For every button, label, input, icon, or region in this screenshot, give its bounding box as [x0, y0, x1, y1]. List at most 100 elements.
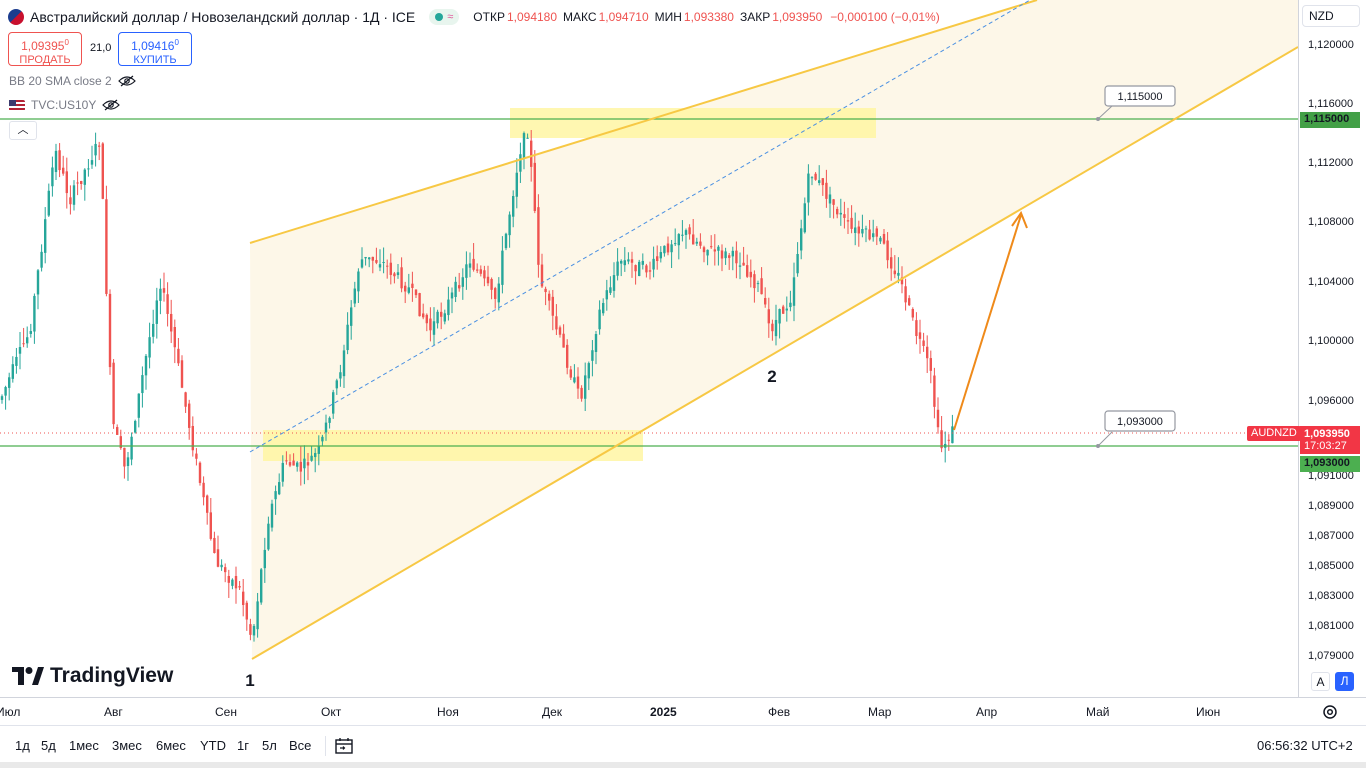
time-axis[interactable]: Июл Авг Сен Окт Ноя Дек 2025 Фев Мар Апр…	[0, 697, 1366, 725]
indicator-bb[interactable]: BB 20 SMA close 2	[9, 74, 136, 88]
range-5d-button[interactable]: 5д	[41, 738, 56, 753]
ohlc-values: ОТКР 1,094180 МАКС 1,094710 МИН 1,093380 ЗА…	[473, 10, 939, 24]
range-1d-button[interactable]: 1д	[15, 738, 30, 753]
candle-body	[317, 446, 320, 454]
time-tick: Ноя	[437, 705, 459, 719]
timezone-clock[interactable]: 06:56:32 UTC+2	[1257, 738, 1353, 753]
candle-body	[659, 252, 662, 259]
candle-body	[386, 265, 389, 267]
candle-body	[76, 182, 79, 184]
candle-body	[900, 277, 904, 285]
channel-lower-line	[251, 46, 1298, 660]
candle-body	[566, 344, 569, 368]
candle-body	[616, 261, 619, 276]
candle-body	[443, 313, 446, 322]
candle-body	[576, 376, 580, 389]
candle-body	[584, 375, 587, 399]
sell-label: ПРОДАТЬ	[19, 54, 71, 66]
tradingview-logo[interactable]: TradingView	[12, 664, 173, 688]
us-flag-icon	[9, 99, 25, 111]
candle-body	[918, 332, 922, 339]
time-tick: Апр	[976, 705, 998, 719]
candle-body	[666, 243, 670, 253]
candle-body	[522, 133, 526, 160]
range-ytd-button[interactable]: YTD	[200, 738, 226, 753]
range-6m-button[interactable]: 6мес	[156, 738, 186, 753]
ohlc-open: ОТКР 1,094180	[473, 10, 558, 24]
candle-body	[872, 233, 875, 238]
symbol-title[interactable]: Австралийский доллар / Новозеландский до…	[30, 9, 416, 25]
eye-hidden-icon[interactable]	[117, 75, 136, 87]
chart-canvas[interactable]: 1,115000 1,093000 1 2	[0, 0, 1298, 697]
candle-body	[728, 255, 731, 258]
candle-body	[476, 269, 479, 271]
candle-body	[868, 229, 871, 240]
candles-group	[0, 130, 954, 642]
candle-body	[393, 273, 396, 277]
candle-body	[591, 350, 594, 361]
candle-body	[191, 425, 194, 451]
range-1y-button[interactable]: 1г	[237, 738, 249, 753]
price-tick: 1,089000	[1308, 500, 1354, 512]
candle-body	[407, 287, 410, 293]
candle-body	[530, 140, 533, 167]
candle-body	[350, 307, 353, 326]
candle-body	[699, 241, 702, 246]
candle-body	[605, 290, 608, 300]
current-price-tag: 1,093950 17:03:27	[1300, 426, 1360, 454]
candle-body	[198, 462, 202, 483]
range-5y-button[interactable]: 5л	[262, 738, 277, 753]
candle-body	[80, 180, 83, 184]
candle-body	[580, 387, 583, 399]
candle-body	[299, 461, 302, 472]
buy-label: КУПИТЬ	[133, 54, 177, 66]
candle-body	[652, 258, 655, 270]
candle-body	[213, 537, 216, 554]
auto-scale-button[interactable]: A	[1311, 672, 1330, 691]
candle-body	[202, 482, 205, 498]
candle-body	[479, 269, 482, 274]
collapse-legend-button[interactable]: ︿	[9, 121, 37, 140]
forecast-arrow-head	[1011, 210, 1028, 229]
candle-body	[162, 288, 166, 293]
candle-body	[526, 137, 529, 139]
candle-body	[270, 503, 274, 528]
candle-body	[44, 219, 47, 253]
range-3m-button[interactable]: 3мес	[112, 738, 142, 753]
candle-body	[746, 265, 749, 277]
candle-body	[425, 314, 428, 324]
candle-body	[936, 409, 940, 428]
candle-body	[242, 591, 245, 606]
candle-body	[234, 575, 238, 589]
candle-body	[98, 145, 101, 147]
candle-body	[800, 228, 803, 251]
price-axis[interactable]: 1,120000 1,116000 1,112000 1,108000 1,10…	[1298, 0, 1366, 697]
candle-body	[364, 256, 367, 259]
candle-body	[144, 355, 148, 376]
market-status[interactable]: ≈	[429, 9, 460, 25]
candle-body	[587, 363, 590, 379]
candle-body	[51, 167, 54, 187]
log-scale-button[interactable]: Л	[1335, 672, 1354, 691]
sell-price: 1,093950	[21, 38, 69, 53]
indicator-us10y[interactable]: TVC:US10Y	[9, 98, 121, 112]
eye-hidden-icon[interactable]	[102, 99, 121, 111]
candle-body	[850, 217, 853, 229]
gear-icon[interactable]	[1321, 703, 1339, 721]
range-all-button[interactable]: Все	[289, 738, 312, 753]
candle-body	[548, 293, 551, 301]
candle-body	[627, 259, 630, 262]
candle-body	[65, 171, 68, 194]
sell-button[interactable]: 1,093950 ПРОДАТЬ	[8, 32, 82, 66]
candle-body	[108, 293, 112, 368]
currency-selector[interactable]: NZD	[1302, 5, 1360, 27]
candle-body	[764, 298, 767, 305]
range-1m-button[interactable]: 1мес	[69, 738, 99, 753]
ohlc-close: ЗАКР 1,093950	[739, 10, 823, 24]
calendar-range-icon[interactable]	[334, 736, 354, 756]
candle-body	[465, 264, 468, 278]
candle-body	[893, 270, 896, 275]
buy-button[interactable]: 1,094160 КУПИТЬ	[118, 32, 192, 66]
candle-body	[227, 575, 230, 583]
candle-body	[749, 271, 752, 278]
